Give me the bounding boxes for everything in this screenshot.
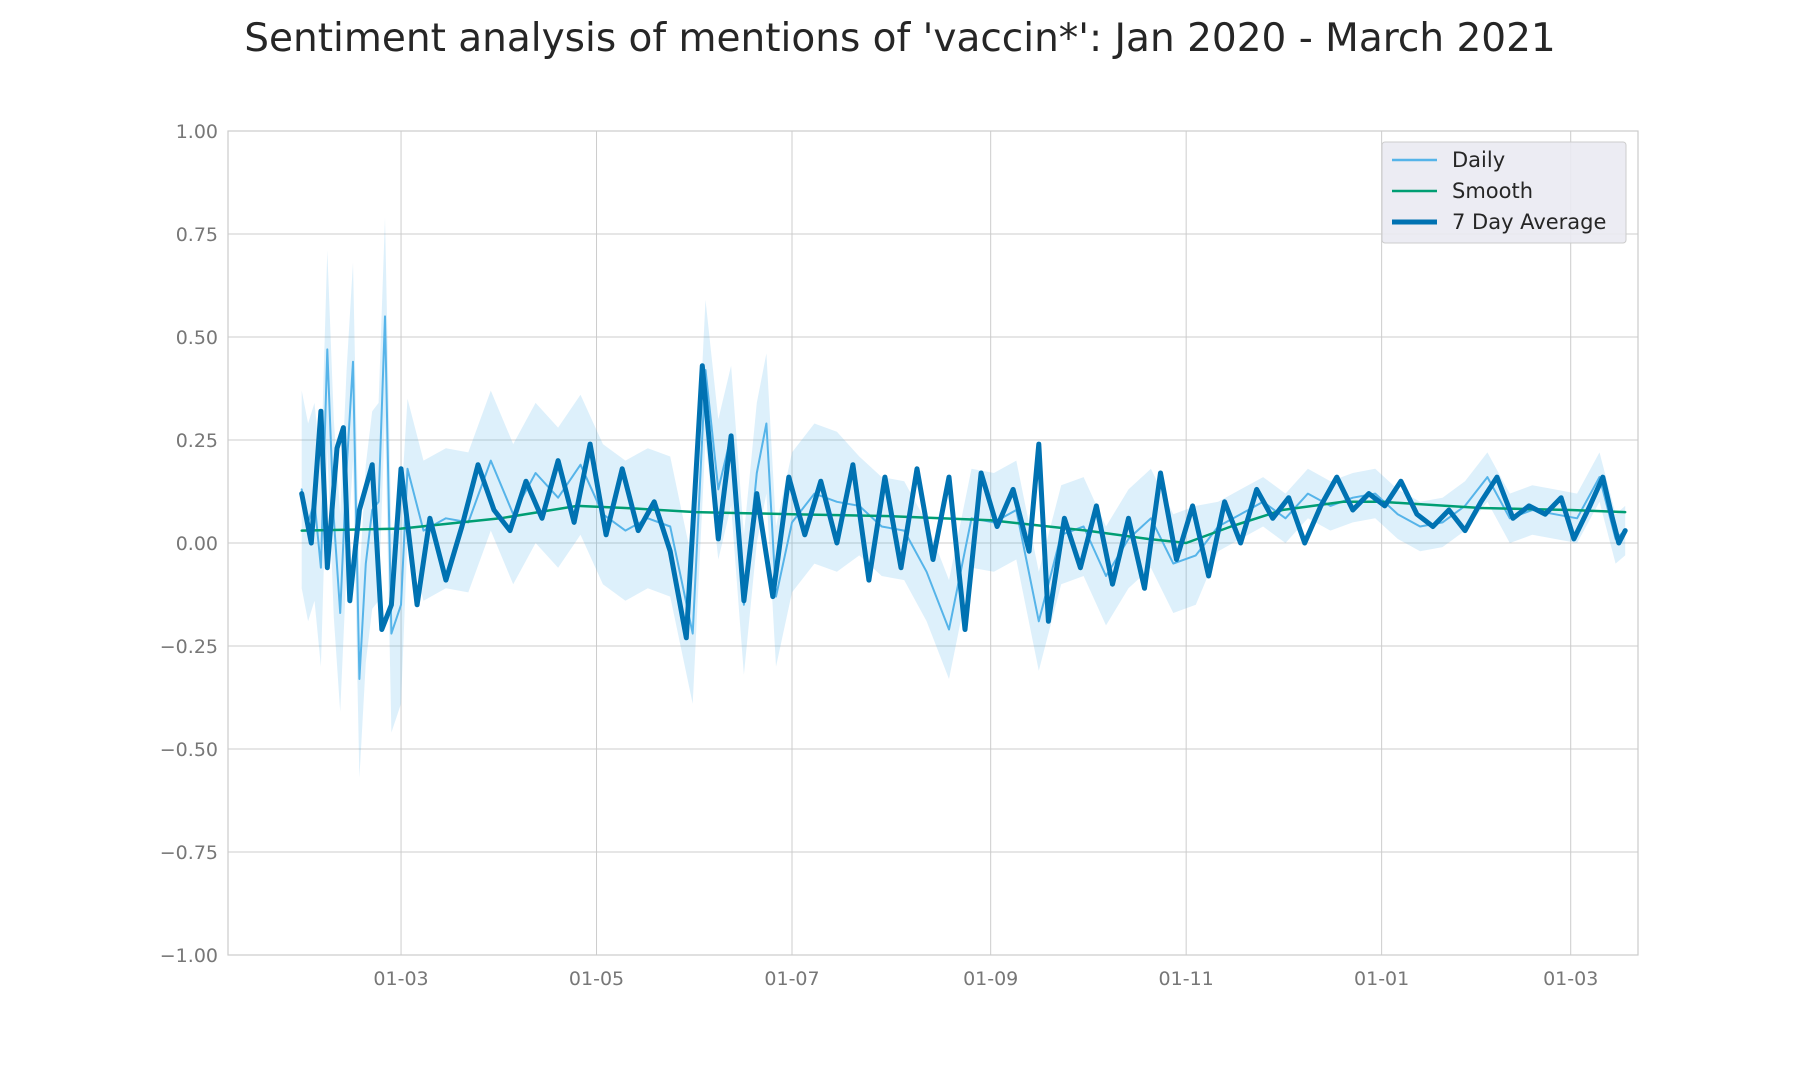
x-tick-label: 01-07 (764, 968, 819, 990)
y-tick-label: 0.50 (176, 327, 218, 349)
y-tick-label: 0.75 (176, 224, 218, 246)
y-tick-label: 1.00 (176, 121, 218, 143)
x-tick-label: 01-11 (1159, 968, 1214, 990)
y-tick-label: −0.25 (160, 636, 218, 658)
y-tick-label: 0.00 (176, 533, 218, 555)
x-tick-label: 01-01 (1354, 968, 1409, 990)
y-axis-ticks: 1.00 0.75 0.50 0.25 0.00 −0.25 −0.50 −0.75 −1.00 (160, 121, 218, 967)
legend-label-daily: Daily (1452, 148, 1505, 172)
x-tick-label: 01-03 (373, 968, 428, 990)
x-axis-ticks: 01-03 01-05 01-07 01-09 01-11 01-01 01-03 (373, 968, 1598, 990)
legend-label-smooth: Smooth (1452, 179, 1533, 203)
y-tick-label: −0.50 (160, 739, 218, 761)
x-tick-label: 01-09 (963, 968, 1018, 990)
x-tick-label: 01-03 (1543, 968, 1598, 990)
legend: Daily Smooth 7 Day Average (1382, 142, 1626, 243)
y-tick-label: 0.25 (176, 430, 218, 452)
legend-label-7-day-average: 7 Day Average (1452, 210, 1606, 234)
y-tick-label: −0.75 (160, 842, 218, 864)
x-tick-label: 01-05 (569, 968, 624, 990)
y-tick-label: −1.00 (160, 945, 218, 967)
